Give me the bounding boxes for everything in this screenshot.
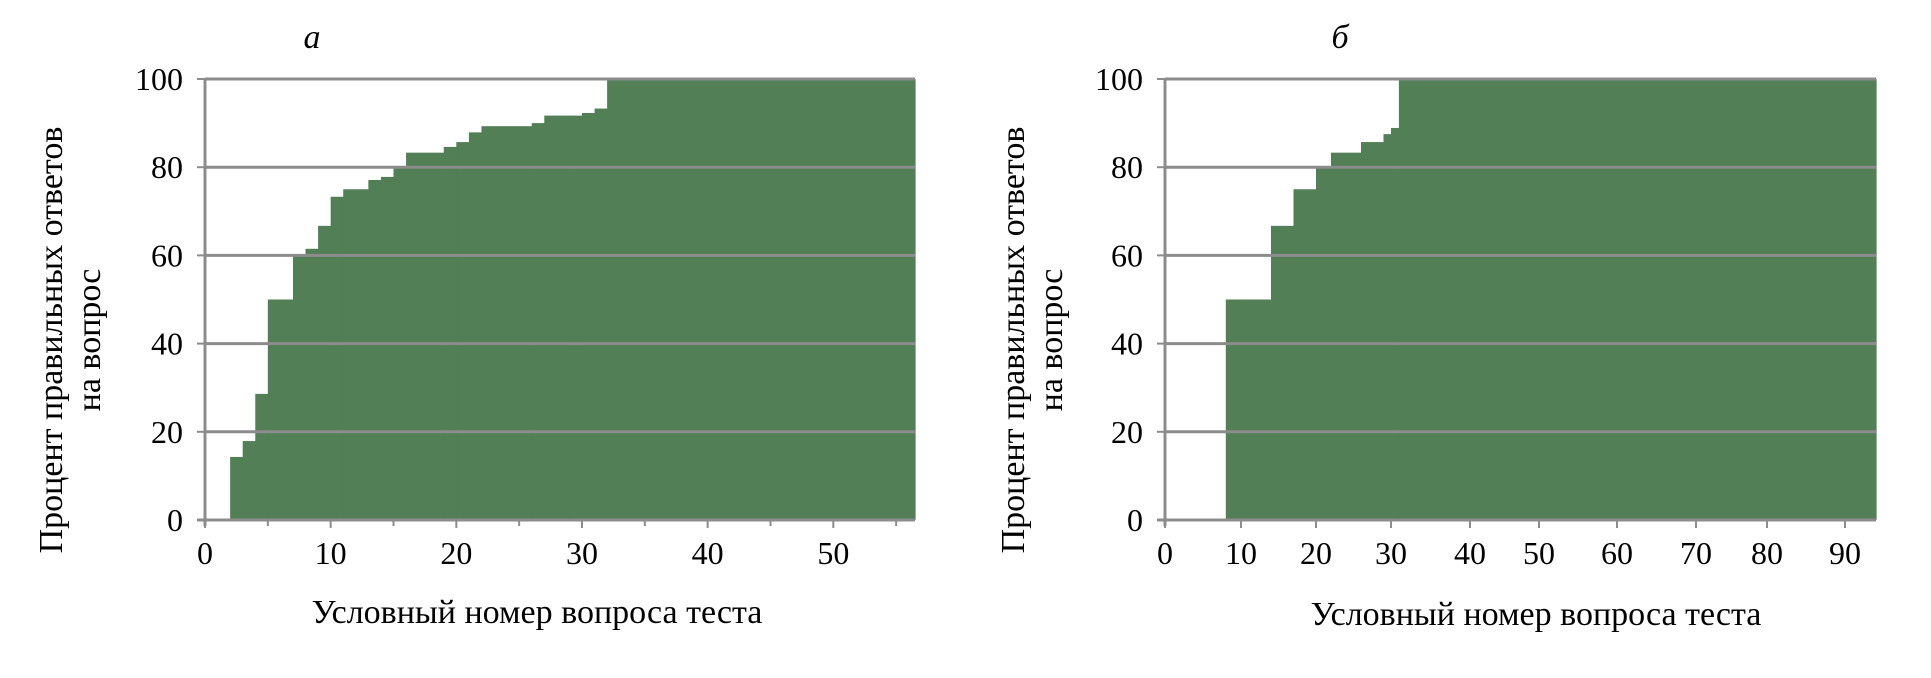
panel-b-y-tick-label: 40 [1111, 326, 1143, 362]
panel-b-xlabel: Условный номер вопроса теста [1311, 596, 1762, 633]
panel-a-ylabel-line1: Процент правильных ответов [33, 127, 70, 554]
panel-a-x-tick-label: 20 [440, 535, 472, 571]
panel-b-y-tick-label: 80 [1111, 149, 1143, 185]
panel-a-y-tick-label: 40 [151, 326, 183, 362]
panel-b-x-tick-label: 0 [1157, 535, 1173, 571]
panel-a-x-tick-label: 10 [315, 535, 347, 571]
panel-a-step-bar [343, 189, 369, 520]
panel-a-step-bar [581, 112, 596, 521]
panel-b-step-bar [1271, 225, 1295, 520]
panel-a-step-bar [267, 299, 294, 520]
panel-a-ylabel: Процент правильных ответов на вопрос [33, 127, 108, 554]
panel-a-step-bar [230, 456, 244, 520]
panel-a-step-bar [318, 225, 332, 520]
panel-a: а Процент правильных ответов на вопрос У… [33, 19, 916, 631]
panel-b: б Процент правильных ответов на вопрос У… [995, 19, 1877, 633]
panel-a-step-bar [305, 248, 319, 521]
panel-a-step-bar [456, 142, 470, 520]
panel-b-step-bar [1398, 79, 1877, 520]
panel-a-step-bar [368, 179, 382, 521]
panel-b-ylabel-line1: Процент правильных ответов [995, 127, 1032, 554]
panel-a-y-tick-label: 100 [135, 61, 183, 97]
panel-b-x-tick-label: 60 [1601, 535, 1633, 571]
panel-b-step-bar [1391, 127, 1400, 520]
panel-b-x-tick-label: 20 [1300, 535, 1332, 571]
panel-b-step-bar [1225, 299, 1272, 520]
panel-a-x-tick-label: 40 [692, 535, 724, 571]
panel-a-step-bar [594, 108, 608, 521]
panel-b-x-tick-label: 80 [1751, 535, 1783, 571]
panel-a-step-bar [406, 152, 445, 520]
panel-b-ylabel: Процент правильных ответов на вопрос [995, 127, 1070, 554]
panel-a-step-bar [255, 393, 269, 520]
panel-b-x-tick-label: 10 [1225, 535, 1257, 571]
panel-b-label: б [1331, 19, 1350, 56]
panel-a-label: а [304, 19, 321, 56]
panel-b-x-tick-label: 30 [1375, 535, 1407, 571]
panel-a-step-bar [607, 79, 916, 520]
panel-a-y-tick-label: 80 [151, 149, 183, 185]
panel-b-y-tick-label: 60 [1111, 237, 1143, 273]
panel-a-step-bar [569, 115, 583, 520]
panel-a-y-tick-label: 60 [151, 237, 183, 273]
panel-a-step-bar [242, 441, 256, 520]
panel-a-step-bar [468, 132, 483, 521]
panel-b-y-tick-label: 0 [1127, 502, 1143, 538]
panel-b-x-tick-label: 50 [1523, 535, 1555, 571]
panel-b-x-tick-label: 40 [1454, 535, 1486, 571]
panel-a-y-tick-label: 0 [167, 502, 183, 538]
panel-a-step-bar [531, 123, 545, 520]
panel-b-step-bar [1331, 152, 1362, 520]
panel-b-step-bar [1383, 134, 1392, 521]
panel-b-ylabel-line2: на вопрос [1033, 269, 1070, 412]
panel-a-x-tick-label: 0 [197, 535, 213, 571]
panel-a-x-tick-label: 30 [566, 535, 598, 571]
panel-a-xlabel: Условный номер вопроса теста [312, 594, 763, 631]
panel-a-ylabel-line2: на вопрос [71, 269, 108, 412]
panel-a-step-bar [380, 176, 395, 520]
panel-b-x-tick-label: 70 [1680, 535, 1712, 571]
panel-a-step-bar [443, 146, 457, 520]
panel-a-step-bar [544, 115, 571, 520]
panel-a-step-bar [292, 255, 307, 520]
panel-a-x-tick-label: 50 [817, 535, 849, 571]
panel-b-y-tick-label: 100 [1095, 61, 1143, 97]
panel-a-step-bar [481, 126, 533, 520]
panel-a-y-tick-label: 20 [151, 414, 183, 450]
panel-b-y-tick-label: 20 [1111, 414, 1143, 450]
panel-b-step-bar [1361, 142, 1385, 520]
panel-b-x-tick-label: 90 [1829, 535, 1861, 571]
panel-b-step-bar [1293, 189, 1317, 520]
panel-a-step-bar [330, 196, 344, 520]
